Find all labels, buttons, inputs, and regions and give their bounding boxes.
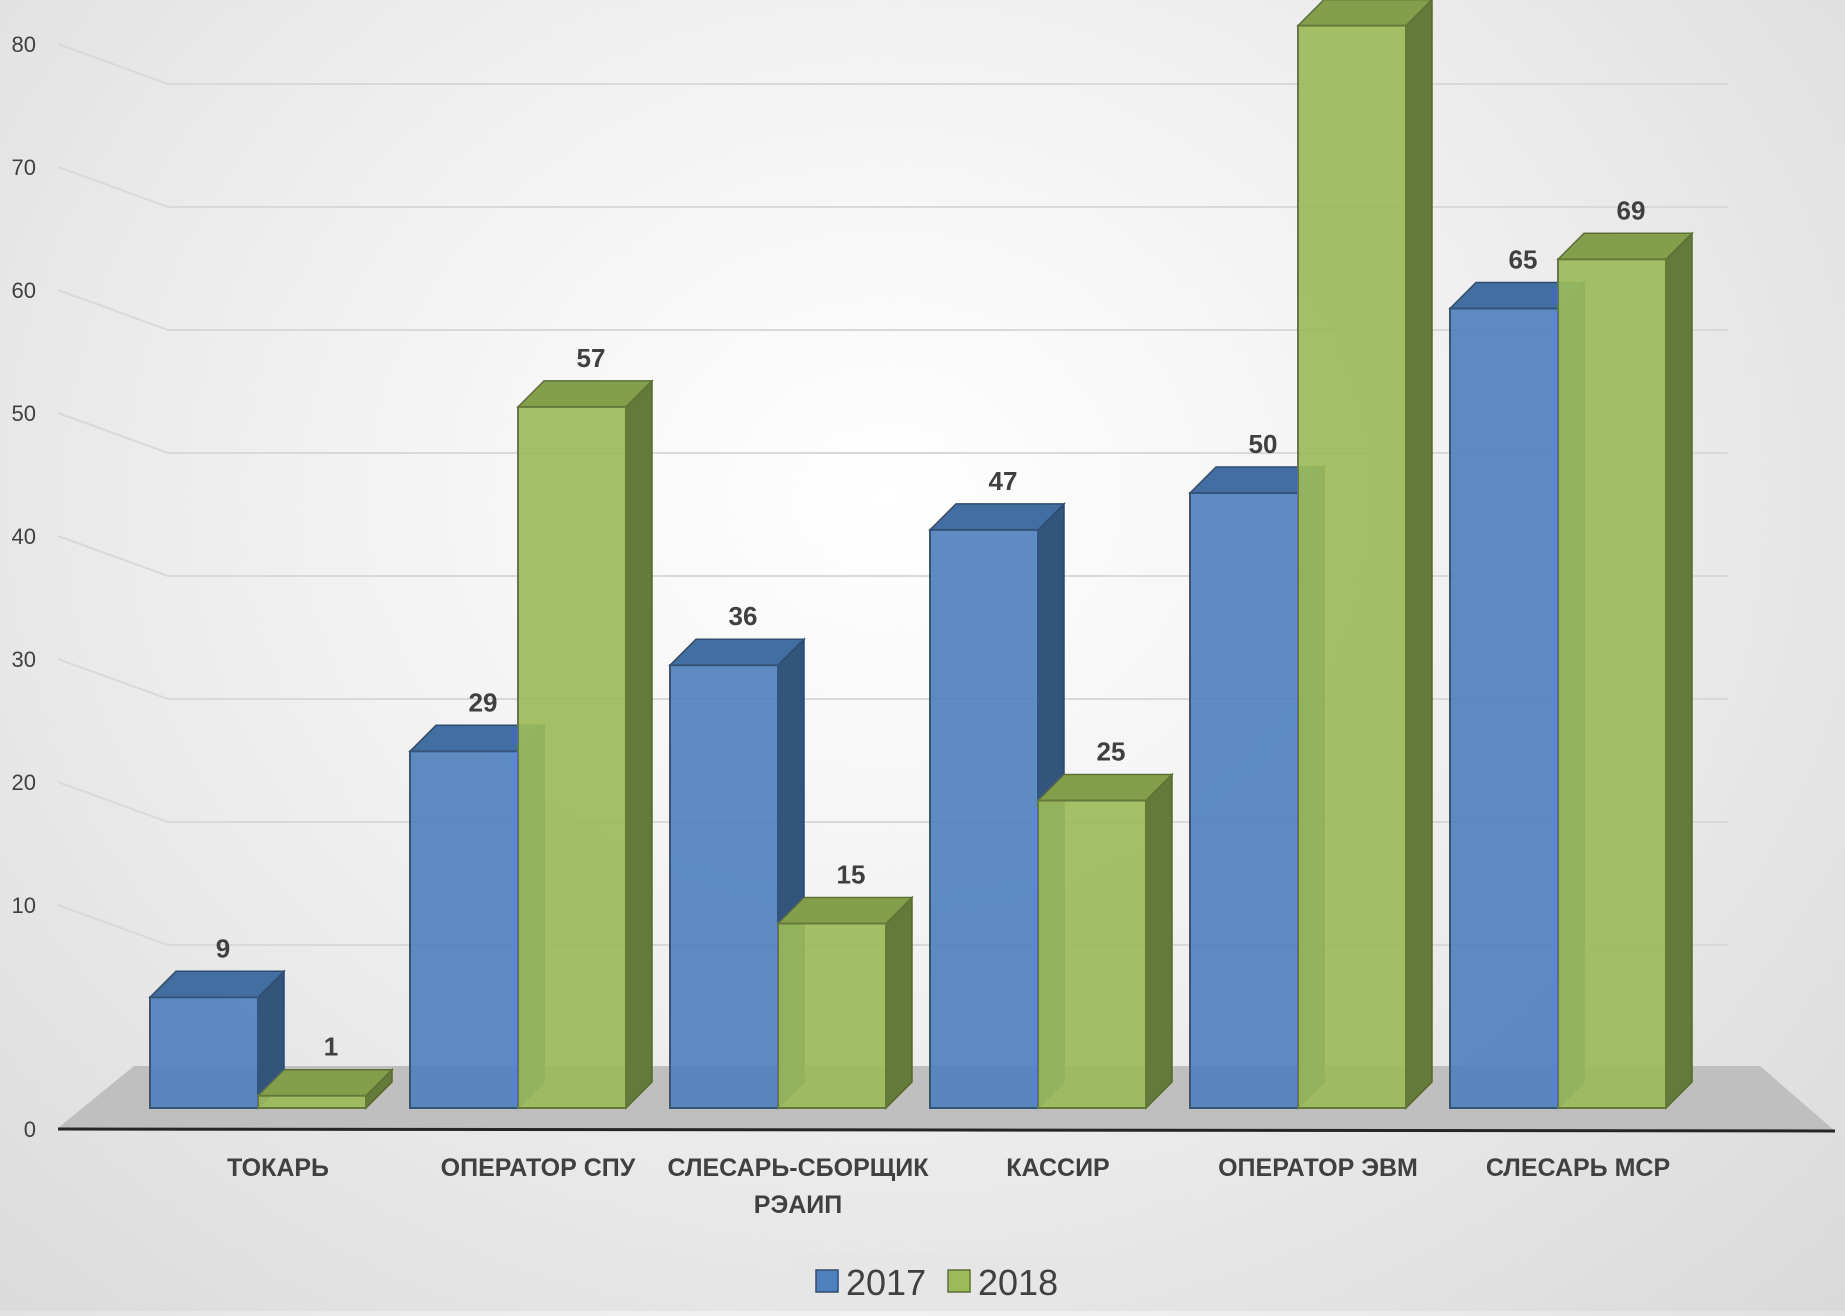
bar-front: [257, 1094, 367, 1109]
data-label: 29: [469, 687, 498, 717]
bar-2018-5: [1556, 231, 1694, 1110]
bar-side: [1405, 0, 1433, 1110]
x-category-label: КАССИР: [1006, 1154, 1109, 1182]
data-label: 57: [577, 343, 606, 373]
data-label: 25: [1097, 737, 1126, 767]
bar-front: [149, 996, 259, 1109]
x-category-label: СЛЕСАРЬ-СБОРЩИК: [668, 1154, 930, 1182]
y-tick-label: 30: [12, 647, 36, 672]
x-category-label: ТОКАРЬ: [227, 1154, 329, 1182]
data-label: 9: [216, 933, 230, 963]
bar-2018-4: [1296, 0, 1433, 1110]
bar-front: [1449, 307, 1559, 1109]
y-tick-label: 0: [24, 1117, 36, 1142]
y-tick-label: 40: [12, 524, 36, 549]
x-category-label: ОПЕРАТОР ЭВМ: [1218, 1154, 1418, 1182]
y-tick-label: 60: [12, 278, 36, 303]
bars: [148, 0, 1694, 1110]
x-category-label: СЛЕСАРЬ МСР: [1486, 1154, 1670, 1182]
bar-front: [1189, 492, 1299, 1109]
y-tick-label: 50: [12, 401, 36, 426]
legend-label: 2018: [978, 1262, 1058, 1303]
y-tick-label: 70: [12, 155, 36, 180]
data-labels: 9129573615472550886569: [216, 195, 1646, 1062]
bar-side: [1145, 772, 1173, 1110]
y-axis-ticks: 0102030405060708090: [12, 32, 36, 1142]
gridline: [57, 412, 1728, 454]
bar-front: [1297, 24, 1407, 1110]
legend: 2017 2018: [790, 1253, 1070, 1311]
bar-2018-0: [256, 1067, 394, 1110]
bar-front: [517, 405, 627, 1109]
gridlines: [57, 43, 1728, 946]
bar-side: [1665, 231, 1693, 1110]
data-label: 36: [729, 601, 758, 631]
x-axis-line: [57, 1127, 1836, 1133]
gridline: [57, 289, 1728, 331]
bar-side: [885, 895, 913, 1110]
bar-2018-1: [516, 379, 654, 1110]
bar-front: [669, 664, 779, 1109]
x-category-label: ОПЕРАТОР СПУ: [441, 1154, 636, 1182]
bar-front: [929, 528, 1039, 1109]
legend-label: 2017: [846, 1262, 926, 1303]
data-label: 15: [837, 860, 866, 890]
data-label: 47: [989, 466, 1018, 496]
x-axis-categories: ТОКАРЬ ОПЕРАТОР СПУ СЛЕСАРЬ-СБОРЩИК РЭАИП КА…: [227, 1154, 1670, 1219]
gridline: [57, 166, 1728, 208]
data-label: 65: [1509, 245, 1538, 275]
data-label: 50: [1249, 429, 1278, 459]
y-tick-label: 20: [12, 770, 36, 795]
legend-swatch: [947, 1269, 971, 1293]
bar-front: [1557, 258, 1667, 1109]
bar-2018-3: [1036, 772, 1174, 1110]
bar-side: [625, 379, 653, 1110]
bar-2017-0: [148, 969, 286, 1110]
legend-swatch: [815, 1269, 839, 1293]
bar-front: [777, 922, 887, 1109]
x-category-label: РЭАИП: [754, 1191, 842, 1219]
bar-front: [1037, 799, 1147, 1109]
y-tick-label: 10: [12, 893, 36, 918]
data-label: 1: [324, 1032, 338, 1062]
y-tick-label: 80: [12, 32, 36, 57]
gridline: [57, 43, 1728, 85]
bar-2017-2: [668, 637, 806, 1110]
bar-front: [409, 750, 519, 1109]
data-label: 69: [1617, 195, 1646, 225]
bar-2018-2: [776, 895, 914, 1110]
